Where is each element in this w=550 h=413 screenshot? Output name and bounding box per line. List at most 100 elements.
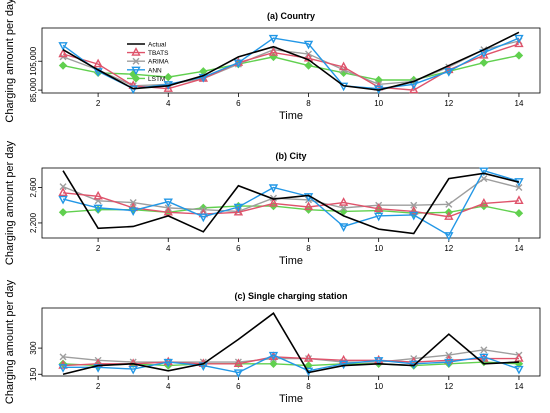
plot-frame: [41, 167, 541, 239]
x-tick-label: 4: [166, 382, 171, 391]
marker-arima-legend-b: [132, 57, 140, 65]
marker-arima-12: [480, 346, 488, 354]
y-axis-label: Charging amount per day: [4, 279, 16, 404]
marker-ann-8: [338, 223, 349, 232]
marker-ann-3: [163, 358, 173, 368]
x-tick-label: 14: [515, 382, 524, 391]
marker-ann-9: [374, 357, 384, 366]
marker-ann-4: [198, 73, 208, 83]
marker-tbats-10: [409, 205, 419, 215]
marker-tbats-9: [374, 203, 384, 212]
x-tick-label: 8: [306, 99, 311, 108]
series-tbats: [58, 38, 524, 94]
series-line-arima: [62, 40, 520, 87]
series-line-arima: [62, 349, 520, 363]
marker-lstm-3: [164, 72, 173, 82]
y-axis-label: Charging amount per day: [4, 0, 16, 123]
marker-ann-13: [514, 34, 524, 44]
series-actual: [62, 170, 520, 235]
series-line-actual: [62, 170, 520, 235]
marker-ann-11: [444, 232, 454, 241]
y-tick-label: 150: [29, 367, 38, 381]
legend-label-ann: ANN: [148, 67, 162, 74]
marker-ann-0: [58, 42, 68, 51]
marker-arima-12-b: [480, 346, 488, 354]
marker-arima-12: [480, 175, 488, 183]
marker-ann-6: [268, 184, 279, 193]
series-line-arima: [62, 177, 520, 213]
marker-lstm-legend: [131, 74, 141, 83]
x-tick-label: 2: [96, 244, 101, 253]
marker-tbats-13: [514, 195, 524, 204]
x-tick-label: 6: [236, 99, 241, 108]
marker-tbats-0: [58, 187, 68, 197]
plot-frame: [41, 27, 541, 94]
series-line-lstm: [62, 205, 520, 214]
marker-tbats-7: [303, 201, 314, 211]
y-tick-label: 105,000: [29, 46, 38, 75]
marker-arima-13-b: [515, 183, 523, 191]
x-tick-label: 4: [166, 244, 171, 253]
legend-label-lstm: LSTM: [148, 76, 165, 83]
marker-ann-8: [338, 360, 349, 370]
marker-arima-11-b: [445, 200, 453, 208]
series-ann: [58, 167, 524, 241]
panel-1: (a) Country 2 4 6 8 10 12 14 Time 85,000 105,000 Ch…: [4, 0, 541, 123]
marker-ann-9: [374, 212, 384, 222]
x-tick-label: 6: [236, 382, 241, 391]
marker-ann-0: [58, 195, 68, 205]
marker-arima-legend: [132, 57, 140, 65]
marker-tbats-3: [163, 356, 173, 366]
marker-arima-11: [445, 200, 453, 208]
x-tick-label: 12: [444, 244, 453, 253]
marker-ann-1: [93, 68, 103, 77]
marker-ann-6: [268, 34, 279, 44]
marker-ann-3: [163, 198, 173, 208]
marker-ann-1: [93, 204, 103, 214]
marker-ann-12: [479, 167, 489, 177]
legend-label-actual: Actual: [148, 42, 167, 49]
marker-tbats-5: [233, 358, 244, 367]
x-axis-label: Time: [279, 393, 303, 405]
marker-ann-10: [409, 211, 419, 221]
x-axis-label: Time: [279, 110, 303, 122]
marker-tbats-8: [338, 354, 349, 364]
y-tick-label: 2,200: [29, 212, 38, 233]
marker-tbats-13: [514, 38, 524, 48]
marker-lstm-13: [514, 51, 524, 60]
marker-tbats-12: [479, 197, 489, 207]
marker-ann-13: [514, 365, 524, 375]
series-ann: [58, 351, 524, 378]
series-line-actual: [62, 312, 519, 376]
x-tick-label: 4: [166, 99, 171, 108]
marker-ann-legend: [131, 66, 141, 76]
x-axis-label: Time: [279, 255, 303, 267]
marker-ann-5: [233, 203, 244, 213]
marker-lstm-12: [479, 58, 489, 67]
marker-arima-0-b: [59, 183, 67, 191]
marker-ann-5: [233, 59, 244, 69]
marker-arima-0: [59, 183, 67, 191]
marker-tbats-1: [93, 190, 103, 200]
marker-tbats-13: [514, 353, 524, 362]
marker-arima-0: [59, 353, 67, 361]
x-tick-label: 14: [515, 244, 524, 253]
plot-frame: [41, 307, 541, 377]
marker-tbats-6: [268, 47, 279, 56]
marker-lstm-13: [514, 208, 524, 218]
marker-ann-2: [128, 207, 138, 217]
panel-title: (b) City: [276, 151, 307, 161]
marker-lstm-7: [304, 361, 313, 370]
marker-arima-8-b: [340, 204, 348, 212]
y-tick-label: 300: [29, 341, 38, 355]
panel-2: (b) City 2 4 6 8 10 12 14 Time 2,200 2,600 Charging…: [4, 140, 541, 267]
panel-title: (c) Single charging station: [234, 291, 347, 301]
marker-ann-11: [444, 68, 454, 77]
x-tick-label: 14: [515, 99, 524, 108]
marker-tbats-3: [163, 83, 173, 92]
marker-tbats-5: [233, 206, 244, 216]
marker-tbats-0: [58, 48, 68, 58]
y-tick-label: 2,600: [29, 177, 38, 198]
